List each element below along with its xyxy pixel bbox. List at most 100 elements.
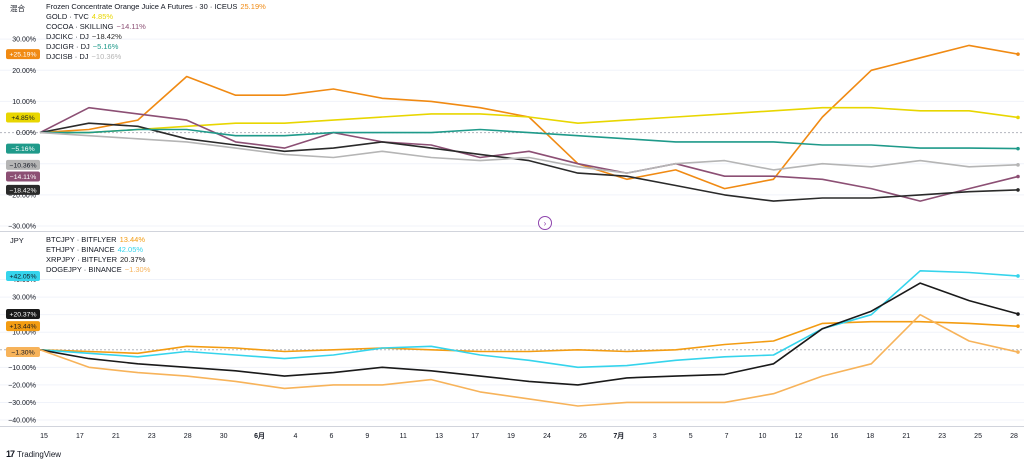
price-badge-label: −14.11%: [10, 174, 37, 181]
x-tick-label: 16: [830, 433, 838, 440]
x-tick-label: 6: [329, 433, 333, 440]
series-line: [39, 320, 1019, 355]
legend-row[interactable]: ETHJPY · BINANCE 42.05%: [46, 245, 150, 255]
legend-row[interactable]: DOGEJPY · BINANCE −1.30%: [46, 265, 150, 275]
x-tick-label: 13: [435, 433, 443, 440]
brand-name: TradingView: [17, 449, 62, 459]
x-tick-label: 28: [184, 433, 192, 440]
x-tick-label: 11: [400, 433, 407, 440]
legend-row[interactable]: XRPJPY · BITFLYER 20.37%: [46, 255, 150, 265]
x-tick-label: 17: [471, 433, 479, 440]
x-tick-label: 26: [579, 433, 587, 440]
legend-row[interactable]: DJCIKC · DJ −18.42%: [46, 32, 266, 42]
legend-series-name: DJCIKC · DJ: [46, 32, 89, 41]
price-badge-label: −18.42%: [9, 187, 36, 194]
bottom-pane-legend: BTCJPY · BITFLYER 13.44% ETHJPY · BINANCE 4…: [46, 235, 150, 275]
series-last-point: [1016, 324, 1020, 328]
legend-series-name: ETHJPY · BINANCE: [46, 245, 115, 254]
bottom-pane-price-badges: +42.05% +20.37% +13.44% −1.30%: [6, 270, 40, 358]
series-last-point: [1016, 350, 1020, 354]
top-pane-series: [39, 44, 1020, 202]
price-badge: [6, 309, 40, 320]
y-tick-label: 20.00%: [12, 68, 36, 75]
legend-series-value: −10.36%: [91, 52, 122, 61]
series-line: [39, 282, 1019, 386]
compare-arrow-icon[interactable]: ›: [538, 216, 552, 230]
series-line: [39, 122, 1019, 202]
top-pane-price-badges: +25.19% +4.85% −5.16% −10.36% −14.11% −18.42%: [6, 49, 40, 195]
x-tick-label: 5: [689, 433, 693, 440]
x-tick-label: 30: [220, 433, 228, 440]
x-tick-label: 21: [112, 433, 120, 440]
price-badge: [6, 270, 40, 281]
series-last-point: [1016, 274, 1020, 278]
top-pane-price-scale[interactable]: −30.00%−20.00%−10.00%0.00%10.00%20.00%30…: [8, 37, 36, 231]
legend-series-value: 13.44%: [119, 235, 146, 244]
price-badge-label: +42.05%: [9, 273, 36, 280]
series-last-point: [1016, 188, 1020, 192]
legend-row[interactable]: Frozen Concentrate Orange Juice A Future…: [46, 2, 266, 12]
x-tick-label: 6月: [254, 432, 265, 440]
series-last-point: [1016, 312, 1020, 316]
time-scale[interactable]: 15 17 21 23 28 30 6月 4 6 9 11 13 17 19 24 26 7月 3 5 7 10 12 16…: [40, 432, 1018, 440]
y-tick-label: 10.00%: [12, 330, 36, 337]
x-tick-label: 15: [40, 433, 48, 440]
y-tick-label: −40.00%: [8, 418, 36, 425]
legend-series-value: −1.30%: [124, 265, 151, 274]
series-last-point: [1016, 174, 1020, 179]
y-tick-label: 10.00%: [12, 99, 36, 106]
top-pane-axis-title: 混合: [10, 4, 25, 13]
price-badge: [6, 143, 40, 154]
x-tick-label: 23: [938, 433, 946, 440]
price-badge: [6, 159, 40, 170]
series-line: [39, 106, 1019, 202]
legend-series-name: BTCJPY · BITFLYER: [46, 235, 117, 244]
legend-series-value: −5.16%: [92, 42, 119, 51]
legend-series-value: 25.19%: [240, 2, 266, 11]
top-pane-grid: [0, 38, 1024, 227]
legend-series-name: DJCISB · DJ: [46, 52, 89, 61]
x-tick-label: 3: [653, 433, 657, 440]
price-badge-label: +25.19%: [9, 52, 36, 59]
legend-series-name: COCOA · SKILLING: [46, 22, 114, 31]
series-line: [39, 131, 1019, 174]
x-tick-label: 24: [543, 433, 551, 440]
legend-series-name: DOGEJPY · BINANCE: [46, 265, 122, 274]
price-badge-label: +4.85%: [11, 115, 34, 122]
legend-series-name: XRPJPY · BITFLYER: [46, 255, 117, 264]
legend-series-value: −14.11%: [116, 22, 146, 31]
legend-row[interactable]: GOLD · TVC 4.85%: [46, 12, 266, 22]
legend-row[interactable]: BTCJPY · BITFLYER 13.44%: [46, 235, 150, 245]
x-tick-label: 7月: [613, 432, 624, 440]
price-badge: [6, 49, 40, 60]
series-last-point: [1016, 146, 1020, 151]
legend-series-name: GOLD · TVC: [46, 12, 89, 21]
legend-row[interactable]: COCOA · SKILLING −14.11%: [46, 22, 266, 32]
x-tick-label: 28: [1010, 433, 1018, 440]
y-tick-label: −20.00%: [8, 192, 36, 199]
x-tick-label: 4: [294, 433, 298, 440]
legend-row[interactable]: DJCISB · DJ −10.36%: [46, 52, 266, 62]
series-line: [39, 313, 1019, 407]
bottom-pane-grid: [0, 279, 1024, 421]
y-tick-label: 30.00%: [12, 295, 36, 302]
price-badge: [6, 347, 40, 358]
price-badge-label: −10.36%: [9, 162, 36, 169]
price-badge: [6, 321, 40, 332]
tradingview-logo-icon: 17: [6, 449, 15, 459]
y-tick-label: 30.00%: [12, 37, 36, 44]
footer-branding: 17 TradingView: [6, 449, 61, 459]
legend-series-value: −18.42%: [91, 32, 122, 41]
series-line: [40, 106, 1019, 134]
legend-series-value: 20.37%: [120, 255, 146, 264]
price-badge-label: +13.44%: [9, 324, 36, 331]
x-tick-label: 21: [902, 433, 910, 440]
legend-row[interactable]: DJCIGR · DJ −5.16%: [46, 42, 266, 52]
x-tick-label: 23: [148, 433, 156, 440]
series-line: [40, 128, 1019, 150]
x-tick-label: 25: [974, 433, 982, 440]
x-tick-label: 17: [76, 433, 84, 440]
x-tick-label: 19: [507, 433, 515, 440]
price-badge-label: +20.37%: [9, 312, 36, 319]
